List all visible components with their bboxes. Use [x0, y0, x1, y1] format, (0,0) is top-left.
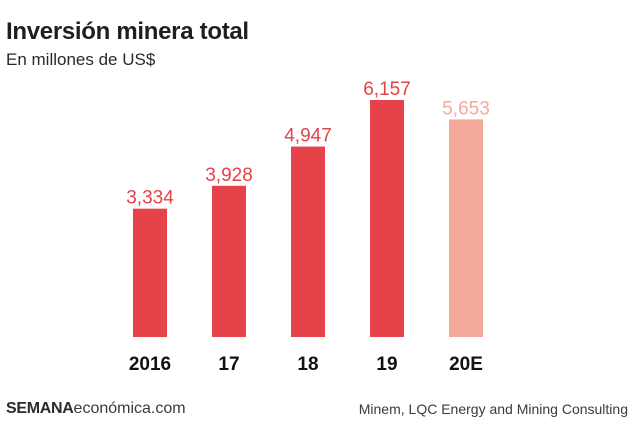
chart-title: Inversión minera total	[6, 18, 249, 45]
source-note: Minem, LQC Energy and Mining Consulting	[358, 401, 628, 417]
category-label-2016: 2016	[129, 354, 171, 375]
publisher-logo: SEMANAeconómica.com	[6, 400, 186, 418]
bar-17	[212, 185, 246, 337]
bar-20E	[449, 119, 483, 337]
category-label-18: 18	[297, 354, 318, 375]
data-label-19: 6,157	[363, 79, 411, 100]
bar-2016	[133, 208, 167, 337]
data-label-18: 4,947	[284, 126, 332, 147]
data-label-2016: 3,334	[126, 188, 174, 209]
category-label-20E: 20E	[449, 354, 483, 375]
logo-domain: económica.com	[73, 400, 186, 417]
logo-brand: SEMANA	[6, 400, 74, 417]
category-label-17: 17	[218, 354, 239, 375]
bar-19	[370, 100, 404, 337]
data-label-20E: 5,653	[442, 98, 490, 119]
chart-subtitle: En millones de US$	[6, 50, 156, 69]
category-label-19: 19	[376, 354, 397, 375]
data-label-17: 3,928	[205, 165, 253, 186]
bar-18	[291, 146, 325, 337]
